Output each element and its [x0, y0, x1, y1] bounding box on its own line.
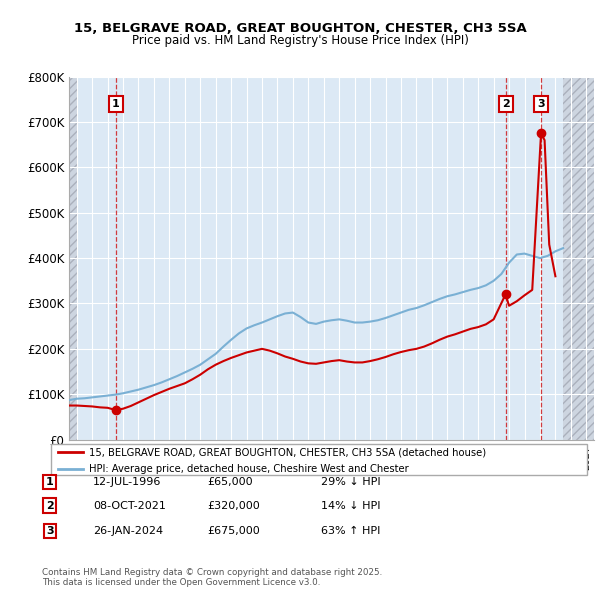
Text: Contains HM Land Registry data © Crown copyright and database right 2025.
This d: Contains HM Land Registry data © Crown c…	[42, 568, 382, 587]
Text: 1: 1	[112, 99, 119, 109]
Text: Price paid vs. HM Land Registry's House Price Index (HPI): Price paid vs. HM Land Registry's House …	[131, 34, 469, 47]
Text: 15, BELGRAVE ROAD, GREAT BOUGHTON, CHESTER, CH3 5SA (detached house): 15, BELGRAVE ROAD, GREAT BOUGHTON, CHEST…	[89, 447, 486, 457]
Text: 14% ↓ HPI: 14% ↓ HPI	[321, 501, 380, 510]
Text: 63% ↑ HPI: 63% ↑ HPI	[321, 526, 380, 536]
Text: 15, BELGRAVE ROAD, GREAT BOUGHTON, CHESTER, CH3 5SA: 15, BELGRAVE ROAD, GREAT BOUGHTON, CHEST…	[74, 22, 526, 35]
Text: 29% ↓ HPI: 29% ↓ HPI	[321, 477, 380, 487]
Text: £65,000: £65,000	[207, 477, 253, 487]
Text: £320,000: £320,000	[207, 501, 260, 510]
Text: 1: 1	[46, 477, 53, 487]
Text: 26-JAN-2024: 26-JAN-2024	[93, 526, 163, 536]
Text: 08-OCT-2021: 08-OCT-2021	[93, 501, 166, 510]
FancyBboxPatch shape	[51, 444, 587, 476]
Text: 3: 3	[46, 526, 53, 536]
Text: £675,000: £675,000	[207, 526, 260, 536]
Text: 3: 3	[537, 99, 545, 109]
Text: 2: 2	[502, 99, 509, 109]
Text: 12-JUL-1996: 12-JUL-1996	[93, 477, 161, 487]
Text: HPI: Average price, detached house, Cheshire West and Chester: HPI: Average price, detached house, Ches…	[89, 464, 409, 474]
Text: 2: 2	[46, 501, 53, 510]
